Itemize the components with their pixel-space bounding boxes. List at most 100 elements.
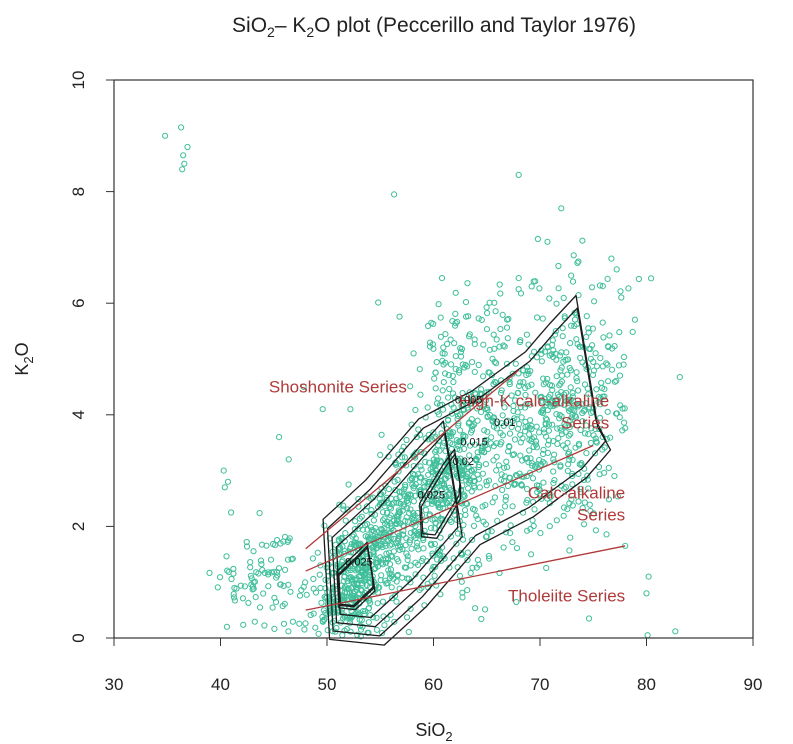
data-point (388, 495, 395, 502)
data-point (452, 365, 459, 373)
data-point (316, 571, 323, 578)
data-point (567, 384, 574, 391)
data-point (270, 568, 278, 575)
data-point (387, 566, 395, 573)
data-point (616, 329, 623, 336)
data-point (395, 536, 402, 543)
data-point (566, 364, 573, 372)
data-point (437, 515, 444, 522)
data-point (515, 286, 522, 293)
data-point (280, 582, 287, 590)
data-point (317, 584, 324, 592)
data-point (629, 328, 636, 335)
series-label: High-K calc-alkaline Series (459, 391, 609, 432)
data-point (564, 356, 571, 363)
data-point (271, 625, 278, 633)
data-point (479, 503, 486, 510)
data-point (260, 590, 267, 597)
data-point (253, 569, 260, 576)
y-tick-label: 2 (69, 522, 88, 531)
y-tick-label: 8 (69, 187, 88, 196)
data-point (364, 493, 371, 500)
data-point (430, 345, 437, 352)
data-point (533, 423, 540, 430)
data-point (583, 333, 590, 341)
data-point (374, 600, 381, 607)
data-point (535, 482, 542, 489)
data-point (438, 459, 445, 466)
data-point (442, 492, 449, 499)
data-point (508, 424, 515, 431)
data-point (561, 504, 568, 511)
data-point (359, 568, 366, 575)
data-point (490, 414, 497, 421)
data-point (575, 401, 582, 409)
data-point (428, 578, 435, 585)
data-point (558, 431, 566, 438)
data-point (539, 407, 546, 414)
data-point (615, 362, 623, 369)
data-point (586, 501, 593, 508)
data-point (412, 406, 419, 414)
data-point (298, 587, 305, 594)
data-point (545, 441, 552, 448)
data-point (550, 438, 557, 445)
data-point (605, 343, 612, 350)
data-point (587, 439, 595, 447)
data-point (527, 417, 534, 424)
contour-line (322, 294, 612, 646)
data-point (506, 443, 513, 451)
data-point (355, 591, 362, 598)
data-point (429, 566, 436, 573)
data-point (486, 346, 493, 353)
data-point (580, 476, 588, 483)
data-point (471, 368, 478, 375)
data-point (438, 497, 445, 504)
data-point (256, 509, 263, 517)
density-contours (322, 294, 612, 646)
data-point (362, 564, 369, 571)
data-point (500, 544, 507, 551)
data-point (247, 572, 254, 579)
data-point (460, 464, 467, 471)
data-point (267, 556, 275, 563)
data-point (230, 591, 237, 598)
data-point (464, 470, 471, 477)
data-point (486, 555, 493, 562)
data-point (474, 417, 481, 424)
data-point (446, 385, 453, 393)
data-point (440, 344, 447, 351)
data-point (379, 629, 386, 637)
data-point (569, 278, 577, 285)
data-point (520, 379, 527, 386)
data-point (462, 433, 469, 440)
data-point (391, 191, 398, 198)
data-point (431, 462, 438, 469)
data-point (391, 478, 398, 485)
data-point (429, 468, 436, 475)
data-point (523, 331, 531, 338)
data-point (475, 361, 482, 369)
data-point (272, 599, 280, 606)
data-point (400, 443, 407, 450)
data-point (484, 406, 491, 413)
series-label: Calc-alkaline Series (528, 484, 625, 525)
data-point (591, 298, 598, 305)
data-point (500, 422, 507, 429)
data-point (613, 377, 620, 384)
data-point (417, 391, 424, 398)
data-point (162, 132, 169, 139)
data-point (462, 511, 469, 519)
data-point (478, 615, 485, 623)
data-point (568, 496, 575, 503)
data-point (408, 476, 415, 483)
data-point (406, 537, 414, 544)
data-point (465, 485, 472, 492)
data-point (569, 502, 576, 509)
data-point (214, 584, 221, 591)
data-point (452, 322, 459, 329)
data-point (587, 345, 594, 353)
data-point (433, 400, 441, 407)
data-point (538, 358, 546, 365)
data-point (357, 626, 365, 633)
